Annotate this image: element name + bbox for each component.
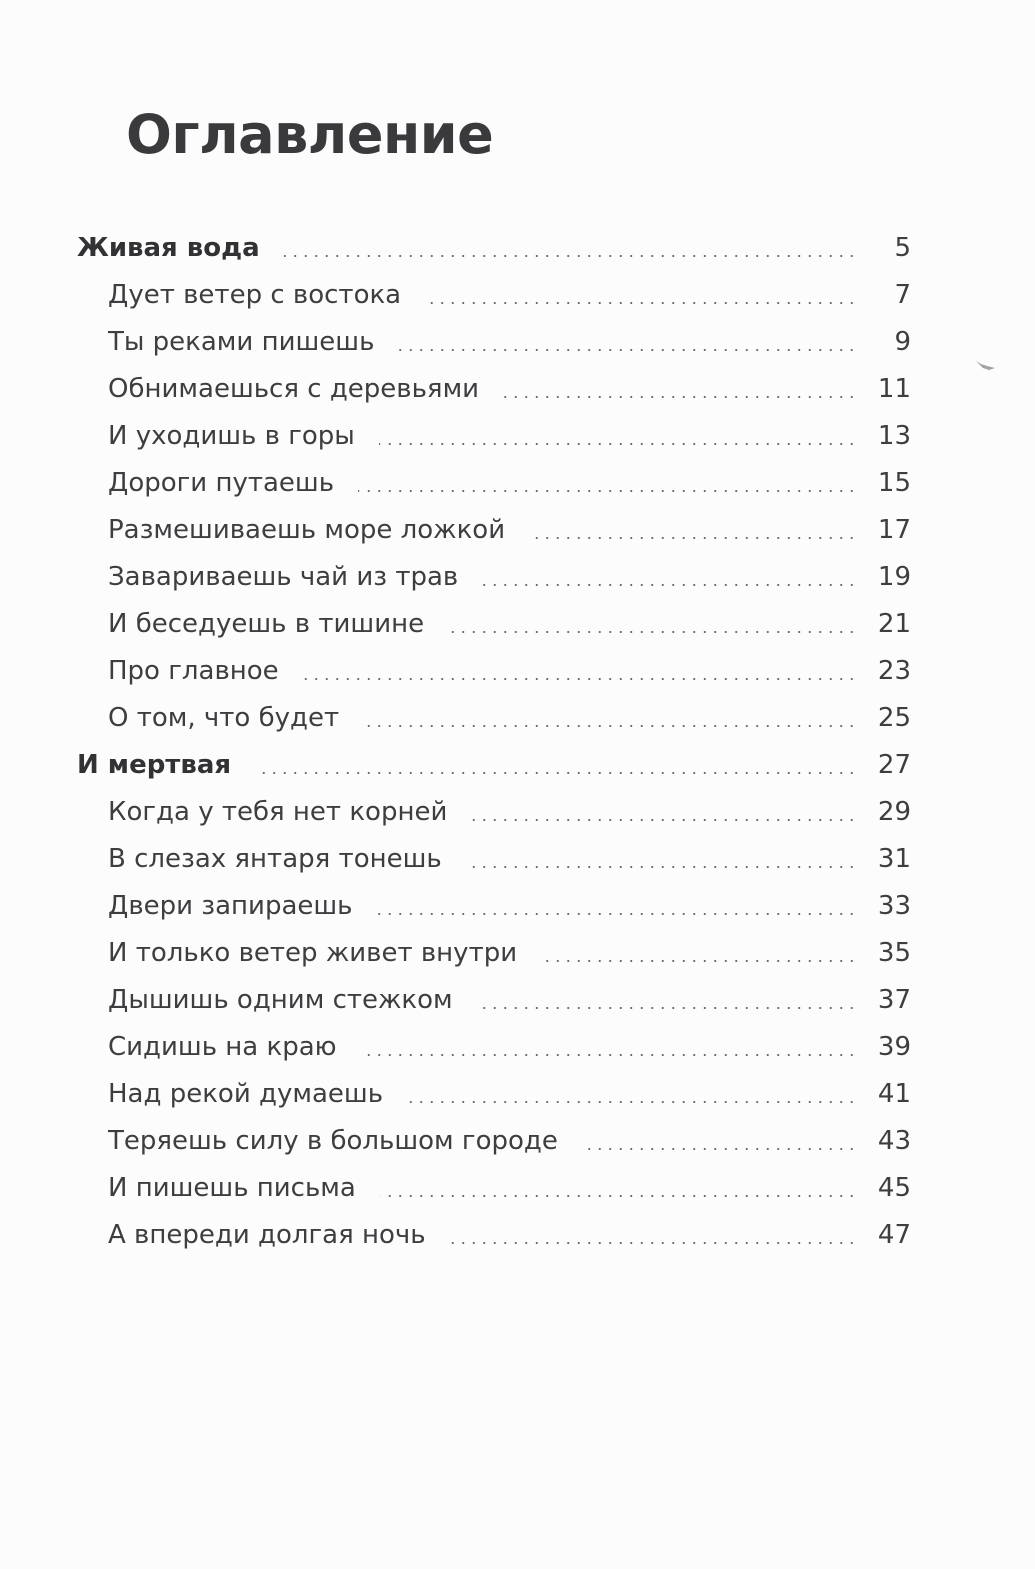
toc-section-entry[interactable]: Живая вода 5 [0, 228, 1035, 268]
toc-entry-title: Теряешь силу в большом городе [108, 1126, 558, 1156]
toc-page-number: 27 [877, 750, 911, 780]
toc-entry-title: О том, что будет [108, 703, 340, 733]
toc-page-number: 5 [894, 233, 911, 263]
toc-entry-title: Размешиваешь море ложкой [108, 515, 506, 545]
toc-entry[interactable]: Дует ветер с востока 7 [0, 275, 1035, 315]
toc-entry-title: Дышишь одним стежком [108, 985, 453, 1015]
paper-speck-mark [976, 361, 995, 370]
dot-leader [425, 302, 857, 304]
dot-leader [582, 1148, 857, 1150]
toc-entry[interactable]: И пишешь письма 45 [0, 1168, 1035, 1208]
toc-page-number: 29 [877, 797, 911, 827]
toc-entry-title: А впереди долгая ночь [108, 1220, 426, 1250]
toc-entry[interactable]: О том, что будет 25 [0, 698, 1035, 738]
toc-page-number: 19 [877, 562, 911, 592]
dot-leader [448, 631, 857, 633]
toc-entry-title: Ты реками пишешь [108, 327, 375, 357]
toc-section-title: И мертвая [77, 750, 232, 780]
dot-leader [482, 584, 857, 586]
toc-page-number: 39 [877, 1032, 911, 1062]
toc-entry[interactable]: А впереди долгая ночь 47 [0, 1215, 1035, 1255]
dot-leader [380, 1195, 857, 1197]
toc-entry-title: В слезах янтаря тонешь [108, 844, 442, 874]
dot-leader [358, 490, 857, 492]
dot-leader [541, 960, 857, 962]
dot-leader [255, 772, 857, 774]
toc-entry-title: Когда у тебя нет корней [108, 797, 448, 827]
toc-entry[interactable]: И уходишь в горы 13 [0, 416, 1035, 456]
dot-leader [466, 866, 857, 868]
toc-page-number: 21 [877, 609, 911, 639]
toc-entry[interactable]: Обнимаешься с деревьями 11 [0, 369, 1035, 409]
toc-page-number: 17 [877, 515, 911, 545]
toc-entry-title: И беседуешь в тишине [108, 609, 425, 639]
toc-entry[interactable]: Двери запираешь 33 [0, 886, 1035, 926]
toc-entry[interactable]: Сидишь на краю 39 [0, 1027, 1035, 1067]
toc-entry-title: И пишешь письма [108, 1173, 356, 1203]
toc-section-entry[interactable]: И мертвая 27 [0, 745, 1035, 785]
toc-entry[interactable]: Завариваешь чай из трав 19 [0, 557, 1035, 597]
toc-entry-title: И только ветер живет внутри [108, 938, 518, 968]
toc-entry[interactable]: Про главное 23 [0, 651, 1035, 691]
toc-section-title: Живая вода [77, 233, 260, 263]
toc-entry[interactable]: Дороги путаешь 15 [0, 463, 1035, 503]
toc-entry-title: Над рекой думаешь [108, 1079, 384, 1109]
toc-page-number: 43 [877, 1126, 911, 1156]
dot-leader [503, 396, 857, 398]
toc-entry[interactable]: Размешиваешь море ложкой 17 [0, 510, 1035, 550]
dot-leader [529, 537, 857, 539]
toc-page-number: 15 [877, 468, 911, 498]
toc-entry[interactable]: Над рекой думаешь 41 [0, 1074, 1035, 1114]
dot-leader [450, 1242, 857, 1244]
dot-leader [363, 725, 857, 727]
toc-entry-title: Дует ветер с востока [108, 280, 402, 310]
dot-leader [361, 1054, 857, 1056]
toc-entry[interactable]: В слезах янтаря тонешь 31 [0, 839, 1035, 879]
toc-page-number: 31 [877, 844, 911, 874]
page-title: Оглавление [126, 103, 494, 166]
toc-entry-title: Завариваешь чай из трав [108, 562, 459, 592]
dot-leader [471, 819, 857, 821]
toc-entry-title: Про главное [108, 656, 279, 686]
toc-entry-title: Сидишь на краю [108, 1032, 337, 1062]
toc-page-number: 45 [877, 1173, 911, 1203]
toc-entry[interactable]: Ты реками пишешь 9 [0, 322, 1035, 362]
toc-entry-title: Дороги путаешь [108, 468, 335, 498]
toc-page-number: 11 [877, 374, 911, 404]
toc-page-number: 37 [877, 985, 911, 1015]
toc-entry[interactable]: Теряешь силу в большом городе 43 [0, 1121, 1035, 1161]
toc-page-number: 23 [877, 656, 911, 686]
dot-leader [303, 678, 857, 680]
toc-page-number: 35 [877, 938, 911, 968]
toc-page-number: 13 [877, 421, 911, 451]
dot-leader [377, 913, 857, 915]
toc-entry[interactable]: Дышишь одним стежком 37 [0, 980, 1035, 1020]
toc-entry[interactable]: И только ветер живет внутри 35 [0, 933, 1035, 973]
toc-entry-title: Двери запираешь [108, 891, 353, 921]
toc-page-number: 33 [877, 891, 911, 921]
dot-leader [407, 1101, 857, 1103]
toc-page-number: 9 [894, 327, 911, 357]
toc-page-number: 41 [877, 1079, 911, 1109]
toc-page-number: 7 [894, 280, 911, 310]
dot-leader [284, 255, 857, 257]
toc-page-number: 25 [877, 703, 911, 733]
dot-leader [398, 349, 857, 351]
toc-entry-title: Обнимаешься с деревьями [108, 374, 480, 404]
dot-leader [379, 443, 857, 445]
toc-entry[interactable]: Когда у тебя нет корней 29 [0, 792, 1035, 832]
toc-entry-title: И уходишь в горы [108, 421, 355, 451]
toc-entry[interactable]: И беседуешь в тишине 21 [0, 604, 1035, 644]
dot-leader [477, 1007, 857, 1009]
toc-page-number: 47 [877, 1220, 911, 1250]
